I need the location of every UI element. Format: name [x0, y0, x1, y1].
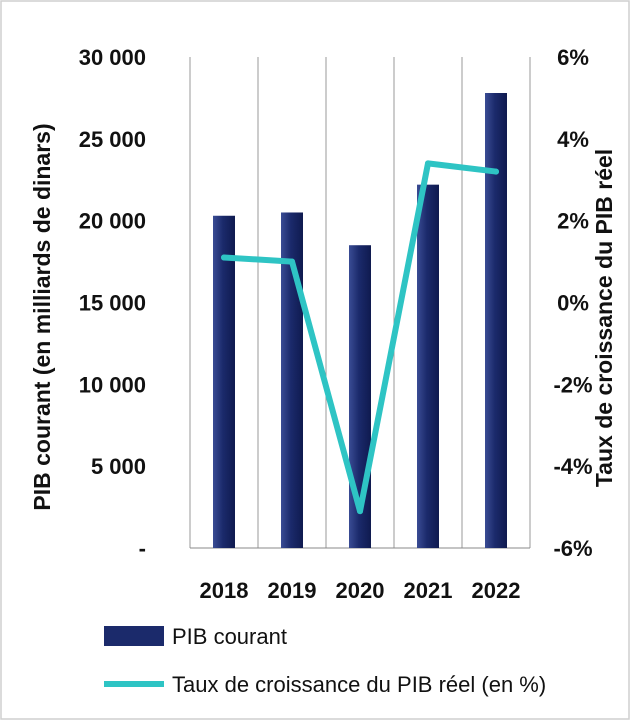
y2-tick-label: 6%	[557, 45, 589, 70]
legend-label-bars: PIB courant	[172, 624, 287, 649]
bar	[213, 215, 235, 549]
y-axis-title: PIB courant (en milliards de dinars)	[29, 123, 55, 510]
left-axis-ticks: - 5 000 10 000 15 000 20 000 25 000 30 000	[79, 45, 146, 561]
line-point	[425, 160, 431, 167]
y-tick-label: 15 000	[79, 291, 146, 316]
bar	[281, 212, 303, 548]
y-tick-label: 25 000	[79, 127, 146, 152]
y2-tick-label: 4%	[557, 127, 589, 152]
grid	[189, 57, 531, 549]
line-point	[289, 258, 295, 265]
y-tick-label: 20 000	[79, 209, 146, 234]
x-axis-ticks: 2018 2019 2020 2021 2022	[200, 578, 521, 603]
line-series	[221, 160, 499, 515]
y-tick-label: 5 000	[91, 454, 146, 479]
line-point	[221, 254, 227, 261]
bar	[485, 93, 507, 549]
x-tick-label: 2021	[404, 578, 453, 603]
x-tick-label: 2022	[472, 578, 521, 603]
legend-swatch-bars	[104, 626, 164, 646]
legend-label-line: Taux de croissance du PIB réel (en %)	[172, 672, 546, 697]
y2-tick-label: -2%	[553, 372, 592, 397]
x-tick-label: 2020	[336, 578, 385, 603]
y2-tick-label: 2%	[557, 209, 589, 234]
y2-tick-label: 0%	[557, 291, 589, 316]
right-axis-ticks: -6% -4% -2% 0% 2% 4% 6%	[553, 45, 592, 561]
line-point	[357, 508, 363, 515]
y2-axis-title: Taux de croissance du PIB réel	[591, 149, 617, 487]
y-tick-label: 30 000	[79, 45, 146, 70]
legend: PIB courant Taux de croissance du PIB ré…	[104, 624, 546, 697]
bar-series	[213, 93, 507, 549]
x-tick-label: 2018	[200, 578, 249, 603]
y2-tick-label: -4%	[553, 454, 592, 479]
x-tick-label: 2019	[268, 578, 317, 603]
y-tick-label: -	[139, 536, 146, 561]
bar	[417, 184, 439, 548]
line-point	[493, 168, 499, 175]
y-tick-label: 10 000	[79, 372, 146, 397]
y2-tick-label: -6%	[553, 536, 592, 561]
